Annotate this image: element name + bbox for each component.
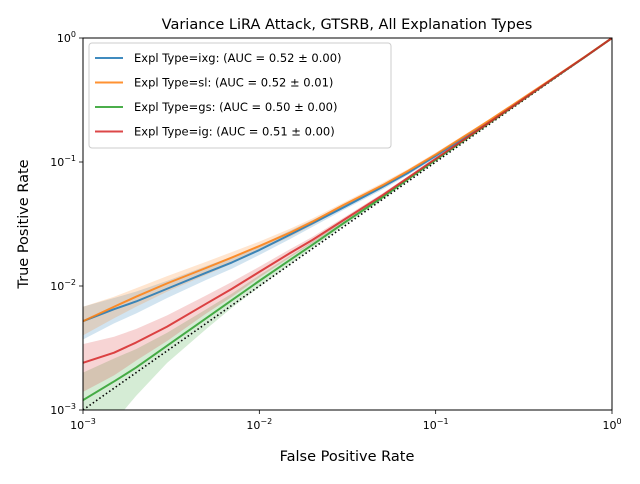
band-series-3: [83, 38, 612, 392]
legend-box: [88, 42, 392, 149]
line-series-3: [83, 38, 612, 364]
chart-title: Variance LiRA Attack, GTSRB, All Explana…: [162, 17, 533, 33]
band-series-1: [83, 38, 612, 336]
legend-label-3: Expl Type=ig: (AUC = 0.51 ± 0.00): [134, 125, 335, 139]
plot-frame: [82, 37, 613, 411]
series-lines: [83, 38, 612, 410]
legend-label-1: Expl Type=sl: (AUC = 0.52 ± 0.01): [134, 76, 333, 90]
band-series-2: [83, 38, 612, 410]
y-axis-label: True Positive Rate: [16, 159, 32, 289]
x-axis-label: False Positive Rate: [280, 449, 415, 465]
legend-label-2: Expl Type=gs: (AUC = 0.50 ± 0.00): [134, 100, 338, 114]
legend-label-0: Expl Type=ixg: (AUC = 0.52 ± 0.00): [134, 51, 342, 65]
legend: Expl Type=ixg: (AUC = 0.52 ± 0.00) Expl T…: [88, 42, 392, 149]
